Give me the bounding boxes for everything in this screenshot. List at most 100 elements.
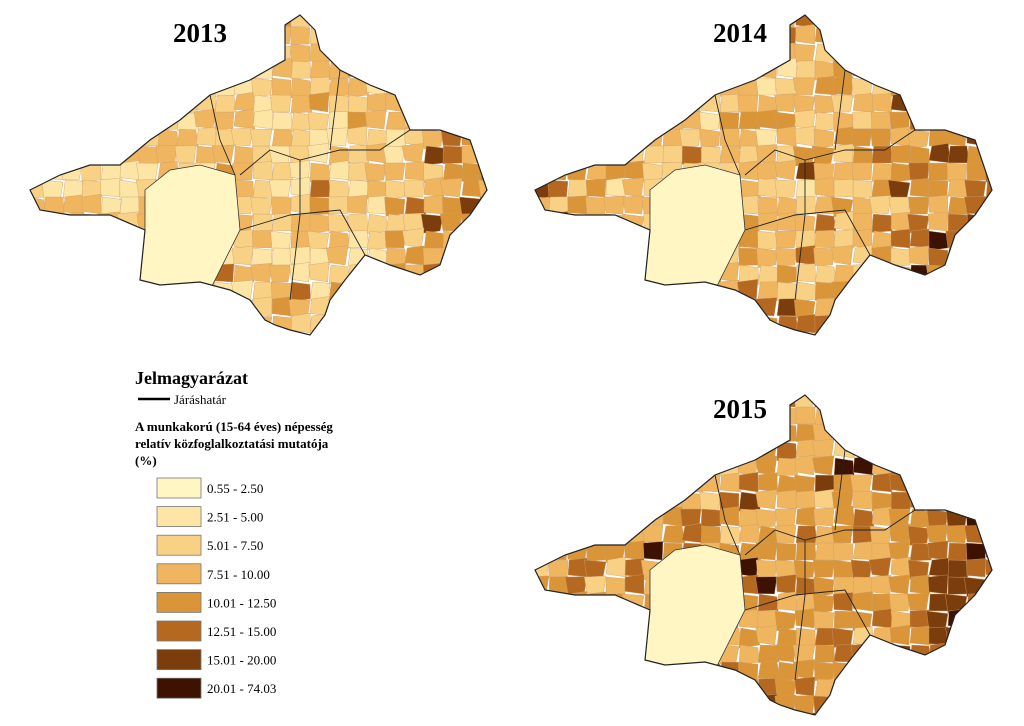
municipality — [814, 678, 837, 698]
municipality — [795, 24, 816, 45]
municipality — [605, 92, 628, 113]
municipality — [966, 213, 987, 234]
municipality — [43, 77, 65, 96]
municipality — [890, 281, 911, 300]
municipality — [738, 710, 760, 715]
municipality — [776, 281, 797, 302]
municipality — [309, 332, 332, 335]
municipality — [81, 193, 102, 215]
municipality — [460, 25, 482, 45]
municipality — [328, 179, 350, 200]
municipality — [441, 26, 463, 45]
municipality — [642, 60, 664, 80]
municipality — [535, 41, 551, 62]
municipality — [946, 94, 968, 115]
municipality — [97, 298, 121, 319]
municipality — [662, 695, 683, 714]
boundary-label: Járáshatár — [174, 392, 227, 407]
municipality — [944, 281, 968, 301]
municipality — [794, 454, 816, 476]
municipality — [889, 593, 911, 612]
municipality — [700, 508, 722, 528]
municipality — [890, 331, 911, 335]
municipality — [852, 695, 873, 715]
municipality — [605, 625, 626, 646]
municipality — [442, 281, 463, 302]
municipality — [176, 74, 199, 96]
municipality — [603, 195, 626, 215]
municipality — [985, 26, 992, 45]
municipality — [30, 230, 46, 250]
municipality — [624, 712, 646, 715]
map — [30, 15, 487, 335]
municipality — [605, 15, 627, 28]
municipality — [813, 489, 835, 510]
municipality — [966, 395, 987, 410]
municipality — [719, 423, 740, 442]
municipality — [567, 610, 591, 632]
municipality — [795, 229, 816, 249]
municipality — [364, 109, 387, 130]
municipality — [623, 42, 645, 62]
municipality — [624, 246, 648, 266]
municipality — [776, 457, 798, 477]
legend-label: 7.51 - 10.00 — [207, 567, 270, 582]
municipality — [157, 92, 178, 113]
municipality — [852, 395, 873, 409]
municipality — [271, 213, 294, 232]
municipality — [401, 143, 425, 164]
municipality — [852, 711, 875, 715]
municipality — [404, 281, 427, 300]
municipality — [567, 43, 588, 62]
municipality — [985, 677, 992, 697]
municipality — [442, 109, 463, 130]
municipality — [985, 128, 992, 147]
municipality — [927, 179, 949, 198]
municipality — [947, 440, 970, 460]
district-boundary — [209, 94, 236, 176]
municipality — [604, 245, 626, 266]
municipality — [81, 230, 102, 249]
municipality — [548, 525, 571, 545]
municipality — [757, 281, 780, 300]
municipality — [700, 525, 721, 545]
municipality — [423, 60, 444, 79]
municipality — [755, 144, 778, 164]
municipality — [586, 423, 608, 442]
municipality — [852, 179, 873, 199]
municipality — [480, 111, 487, 132]
municipality — [851, 162, 873, 181]
legend-swatch — [156, 506, 202, 528]
municipality — [624, 678, 646, 698]
district-boundary — [744, 209, 871, 256]
municipality — [945, 524, 968, 544]
municipality — [30, 60, 46, 79]
municipality — [909, 625, 931, 646]
municipality — [661, 15, 683, 28]
municipality — [117, 77, 140, 97]
municipality — [586, 75, 607, 96]
municipality — [62, 298, 84, 318]
legend-swatch — [156, 649, 202, 670]
municipality — [945, 474, 968, 493]
municipality — [290, 193, 311, 215]
municipality — [660, 60, 683, 79]
municipality — [907, 314, 930, 334]
municipality — [442, 76, 463, 96]
municipality — [908, 245, 930, 266]
municipality — [564, 576, 588, 595]
municipality — [925, 264, 949, 284]
municipality — [624, 574, 645, 595]
municipality — [662, 423, 683, 442]
municipality — [366, 264, 387, 283]
municipality — [233, 332, 256, 335]
municipality — [850, 128, 873, 147]
municipality — [535, 695, 552, 715]
municipality — [966, 245, 987, 266]
municipality — [833, 695, 856, 715]
municipality — [983, 661, 992, 681]
municipality — [41, 128, 64, 147]
municipality — [79, 213, 102, 233]
municipality — [679, 128, 702, 147]
municipality — [812, 695, 835, 715]
